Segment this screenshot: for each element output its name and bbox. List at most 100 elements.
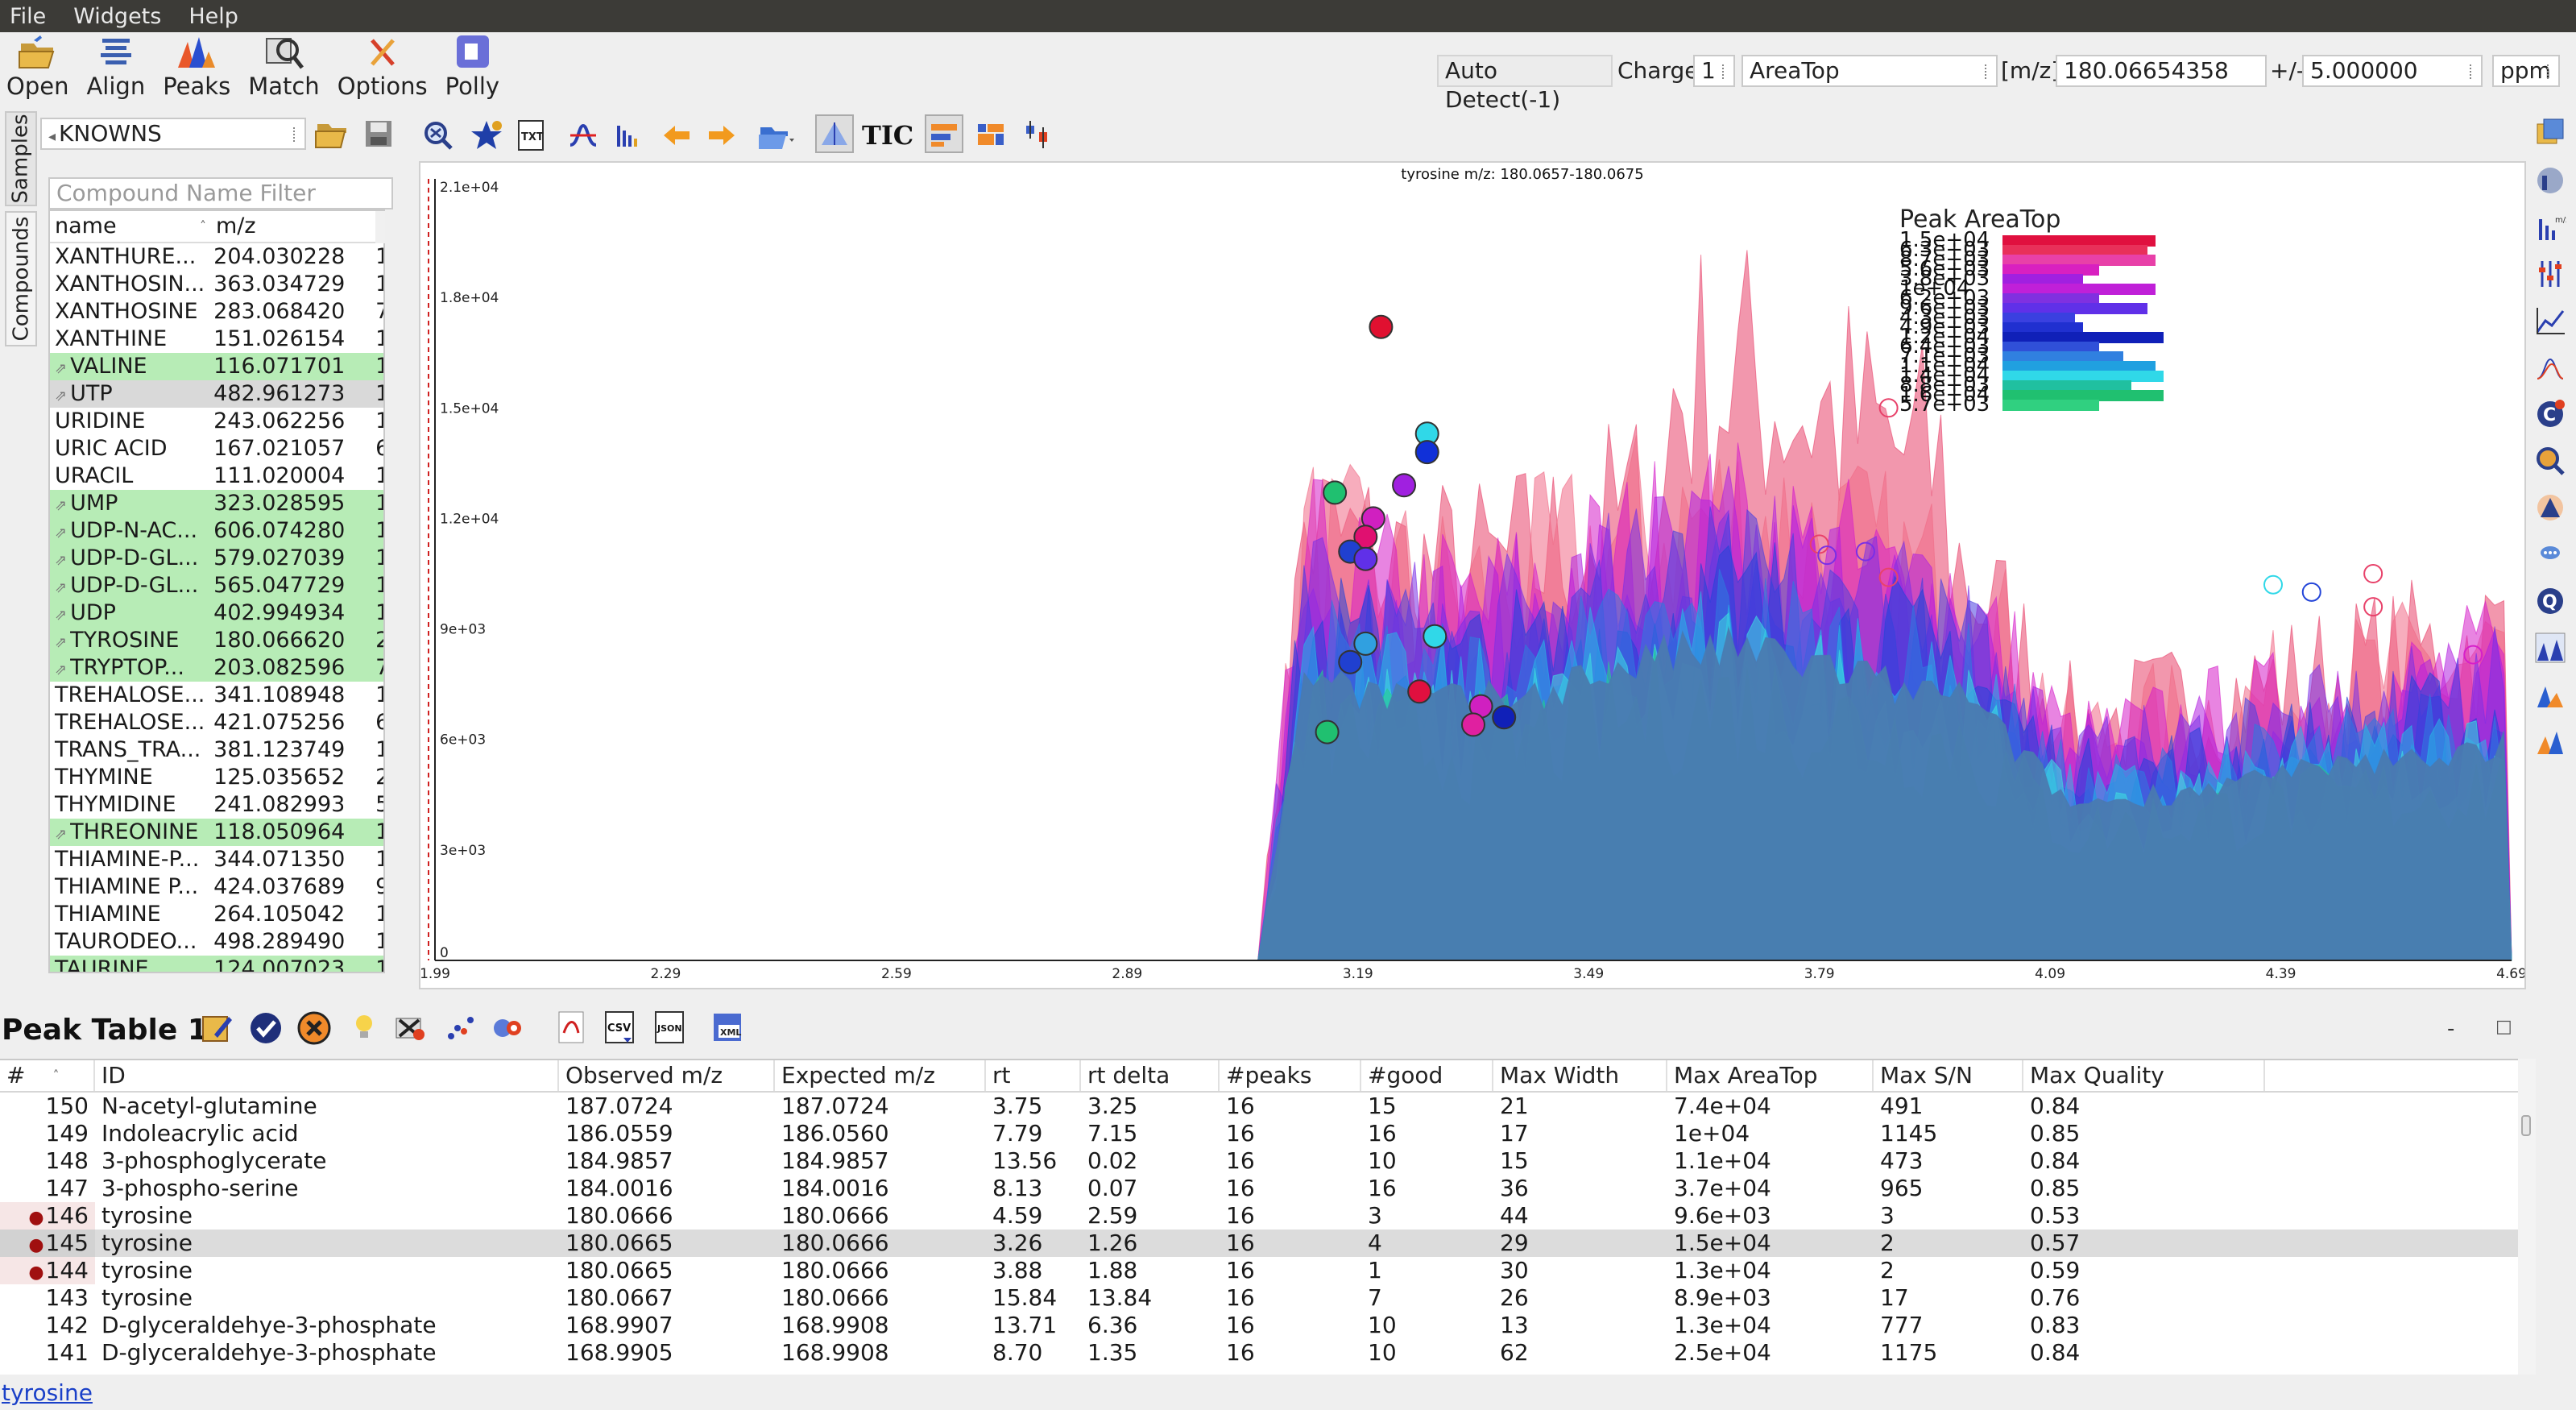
table-row[interactable]: ●145 tyrosine 180.0665 180.0666 3.26 1.26 16 4 2… [0, 1230, 2520, 1257]
table-row[interactable]: ●146 tyrosine 180.0666 180.0666 4.59 2.59 16 3 4… [0, 1202, 2520, 1230]
compound-row[interactable]: TAURODEO... 498.289490 1 [50, 928, 383, 956]
table-row[interactable]: 141 D-glyceraldehye-3-phosphate 168.9905 16… [0, 1339, 2520, 1366]
dock-samples-button[interactable] [2531, 113, 2570, 151]
dock-query-button[interactable]: Q [2531, 582, 2570, 620]
spline-button[interactable] [564, 116, 603, 155]
dock-log-button[interactable] [2531, 535, 2570, 574]
menu-file[interactable]: File [10, 3, 47, 29]
dock-gallery-button[interactable] [2531, 628, 2570, 667]
table-row[interactable]: 142 D-glyceraldehye-3-phosphate 168.9907 16… [0, 1312, 2520, 1339]
save-database-button[interactable] [359, 114, 398, 153]
dock-alignment-button[interactable] [2531, 348, 2570, 387]
export-csv-button[interactable]: CSV [601, 1009, 640, 1047]
table-row[interactable]: 150 N-acetyl-glutamine 187.0724 187.0724 3.7… [0, 1093, 2520, 1120]
quant-type-select[interactable]: AreaTop [1741, 55, 1998, 87]
dock-tic-button[interactable] [2531, 301, 2570, 340]
export-text-button[interactable]: TXT [512, 116, 551, 155]
hint-button[interactable] [345, 1009, 383, 1047]
table-row[interactable]: 148 3-phosphoglycerate 184.9857 184.9857 13.… [0, 1147, 2520, 1175]
edit-button[interactable] [198, 1009, 237, 1047]
tab-samples[interactable]: Samples [5, 111, 37, 206]
minimize-panel-button[interactable]: - [2447, 1017, 2455, 1041]
integration-button[interactable] [609, 116, 648, 155]
dock-mass-spec-button[interactable]: m/z [2531, 208, 2570, 247]
compound-row[interactable]: THIAMINE 264.105042 1 [50, 901, 383, 928]
compound-row[interactable]: TAURINE 124.007023 1 [50, 956, 383, 972]
compound-row[interactable]: URIDINE 243.062256 1 [50, 408, 383, 435]
dock-eic-button[interactable] [2531, 675, 2570, 714]
dock-search-button[interactable] [2531, 442, 2570, 480]
polly-button[interactable]: Polly [445, 34, 499, 106]
tolerance-unit-select[interactable]: ppm [2492, 55, 2560, 87]
eic-plot[interactable]: 0 3e+03 6e+03 9e+03 1.2e+04 1.5e+04 1.8e+04 2.1… [419, 161, 2527, 989]
menu-widgets[interactable]: Widgets [73, 3, 162, 29]
align-button[interactable]: Align [86, 34, 145, 106]
compound-row[interactable]: ⇗TRYPTOP...203.0825967 [50, 654, 383, 682]
table-row[interactable]: 149 Indoleacrylic acid 186.0559 186.0560 7.7… [0, 1120, 2520, 1147]
compound-row[interactable]: TREHALOSE... 341.108948 1 [50, 682, 383, 709]
menu-help[interactable]: Help [188, 3, 238, 29]
table-row[interactable]: 143 tyrosine 180.0667 180.0666 15.84 13.84 16 7… [0, 1284, 2520, 1312]
match-button[interactable]: Match [248, 34, 320, 106]
column-header-num[interactable]: # ˄ [0, 1060, 95, 1091]
scatter-button[interactable] [441, 1009, 480, 1047]
column-header-rtd[interactable]: rt delta [1081, 1060, 1220, 1091]
options-button[interactable]: Options [338, 34, 428, 106]
table-row[interactable]: 147 3-phospho-serine 184.0016 184.0016 8.13 0… [0, 1175, 2520, 1202]
compound-row[interactable]: XANTHOSINE 283.068420 7 [50, 298, 383, 326]
cluster-button[interactable] [488, 1009, 527, 1047]
compound-row[interactable]: ⇗UDP-D-GL...565.0477291 [50, 572, 383, 599]
column-header-sn[interactable]: Max S/N [1874, 1060, 2023, 1091]
compound-row[interactable]: XANTHOSIN... 363.034729 1 [50, 271, 383, 298]
compound-link[interactable]: tyrosine [2, 1379, 93, 1406]
bar-plot-toggle[interactable] [925, 114, 963, 153]
tic-button[interactable]: TIC [862, 120, 914, 151]
compound-filter-input[interactable]: Compound Name Filter [48, 177, 393, 209]
delete-button[interactable] [390, 1009, 429, 1047]
peaks-button[interactable]: Peaks [163, 34, 230, 106]
tab-compounds[interactable]: Compounds [5, 211, 37, 346]
auto-detect-button[interactable]: Auto Detect(-1) [1437, 55, 1613, 113]
compound-scrollbar[interactable] [375, 211, 385, 243]
mz-input[interactable]: 180.06654358 [2056, 55, 2267, 87]
bookmark-button[interactable] [467, 116, 506, 155]
box-plot-toggle[interactable] [1018, 116, 1057, 155]
database-select[interactable]: ◂ KNOWNS [40, 118, 306, 150]
compound-row[interactable]: URIC ACID 167.021057 6 [50, 435, 383, 462]
open-chart-button[interactable] [757, 116, 796, 155]
compound-row[interactable]: XANTHURE... 204.030228 1 [50, 243, 383, 271]
zoom-reset-button[interactable] [419, 116, 458, 155]
close-panel-button[interactable]: □ [2495, 1017, 2512, 1037]
charge-spinbox[interactable]: 1 [1693, 55, 1735, 87]
compound-row[interactable]: THIAMINE-P... 344.071350 1 [50, 846, 383, 873]
tolerance-input[interactable]: 5.000000 [2302, 55, 2483, 87]
compound-row[interactable]: THYMIDINE 241.082993 5 [50, 791, 383, 819]
compound-row[interactable]: THYMINE 125.035652 2 [50, 764, 383, 791]
dock-settings-button[interactable] [2531, 255, 2570, 293]
column-header-width[interactable]: Max Width [1493, 1060, 1667, 1091]
export-xml-button[interactable]: XML [709, 1009, 748, 1047]
compound-row[interactable]: XANTHINE 151.026154 1 [50, 326, 383, 353]
compound-row[interactable]: TRANS_TRA... 381.123749 1 [50, 736, 383, 764]
scrollbar-thumb[interactable] [2521, 1115, 2531, 1136]
table-row[interactable]: ●144 tyrosine 180.0665 180.0666 3.88 1.88 16 1 3… [0, 1257, 2520, 1284]
column-header-obs[interactable]: Observed m/z [559, 1060, 775, 1091]
compound-row[interactable]: TREHALOSE... 421.075256 6 [50, 709, 383, 736]
dock-covariants-button[interactable]: C [2531, 395, 2570, 433]
export-pdf-button[interactable] [553, 1009, 591, 1047]
open-button[interactable]: Open [6, 34, 68, 106]
column-header-rt[interactable]: rt [986, 1060, 1081, 1091]
next-button[interactable] [702, 116, 741, 155]
load-database-button[interactable] [313, 114, 351, 153]
column-header-name[interactable]: name ˄ [50, 211, 211, 242]
column-header-exp[interactable]: Expected m/z [775, 1060, 986, 1091]
previous-button[interactable] [657, 116, 696, 155]
column-header-area[interactable]: Max AreaTop [1667, 1060, 1874, 1091]
peak-table-scrollbar[interactable] [2518, 1059, 2536, 1375]
column-header-mz[interactable]: m/z [211, 211, 380, 242]
